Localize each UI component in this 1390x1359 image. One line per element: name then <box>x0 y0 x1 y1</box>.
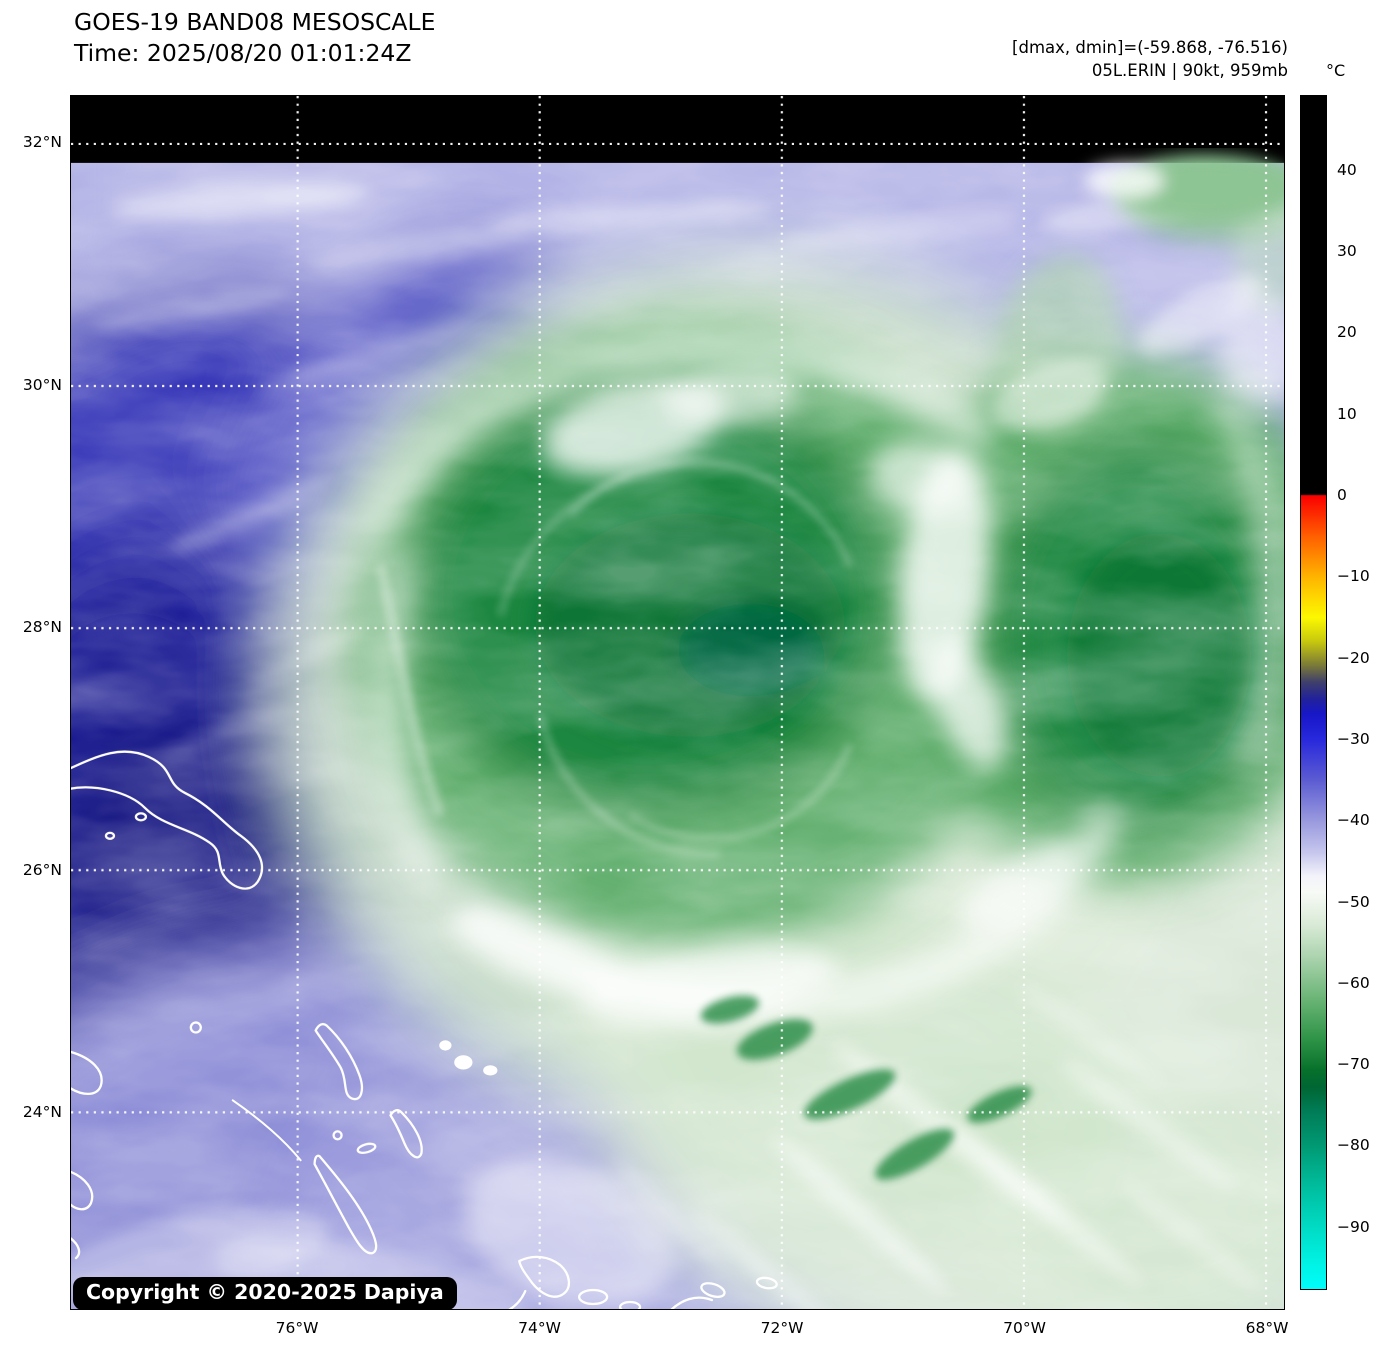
colorbar-tick-label: −90 <box>1337 1217 1370 1236</box>
colorbar-tick-label: 10 <box>1337 404 1357 423</box>
map-area: Copyright © 2020-2025 Dapiya <box>70 95 1285 1310</box>
colorbar-tick-label: −30 <box>1337 729 1370 748</box>
satellite-imagery <box>71 96 1284 1309</box>
colorbar-tick-label: −40 <box>1337 811 1370 830</box>
product-time: Time: 2025/08/20 01:01:24Z <box>74 39 412 67</box>
colorbar-tick-label: 40 <box>1337 160 1357 179</box>
colorbar-tick-label: −10 <box>1337 567 1370 586</box>
lat-tick-label: 32°N <box>22 133 62 151</box>
colorbar-tick-label: −50 <box>1337 892 1370 911</box>
product-title: GOES-19 BAND08 MESOSCALE <box>74 8 436 36</box>
colorbar-tick-label: 30 <box>1337 242 1357 261</box>
lat-tick-label: 30°N <box>22 375 62 394</box>
colorbar-tick-label: 0 <box>1337 486 1347 504</box>
colorbar-unit-label: °C <box>1326 61 1346 80</box>
colorbar-tick-label: −80 <box>1337 1136 1370 1155</box>
lat-tick-label: 24°N <box>22 1103 62 1121</box>
lon-tick-label: 70°W <box>1003 1319 1046 1337</box>
lon-tick-label: 72°W <box>760 1319 804 1337</box>
title-block: GOES-19 BAND08 MESOSCALE Time: 2025/08/2… <box>74 7 435 69</box>
colorbar-tick-label: 20 <box>1337 323 1357 342</box>
colorbar-tick-label: −60 <box>1337 973 1370 992</box>
coastlines <box>71 750 778 1309</box>
lat-tick-label: 28°N <box>22 618 62 636</box>
storm-info: 05L.ERIN | 90kt, 959mb <box>1091 61 1288 80</box>
lat-tick-label: 26°N <box>22 860 62 879</box>
lon-tick-label: 74°W <box>518 1319 561 1337</box>
colorbar-tick-label: −20 <box>1337 648 1370 667</box>
cloud-texture <box>71 96 1284 1309</box>
no-data-band <box>71 96 1284 163</box>
lon-tick-label: 68°W <box>1245 1319 1289 1337</box>
info-block: [dmax, dmin]=(-59.868, -76.516) 05L.ERIN… <box>1012 36 1288 82</box>
copyright-badge: Copyright © 2020-2025 Dapiya <box>73 1277 457 1310</box>
graticule <box>71 96 1284 1309</box>
dmax-dmin-readout: [dmax, dmin]=(-59.868, -76.516) <box>1012 38 1288 57</box>
colorbar <box>1300 95 1327 1290</box>
colorbar-tick-label: −70 <box>1337 1055 1370 1074</box>
lon-tick-label: 76°W <box>275 1319 319 1337</box>
